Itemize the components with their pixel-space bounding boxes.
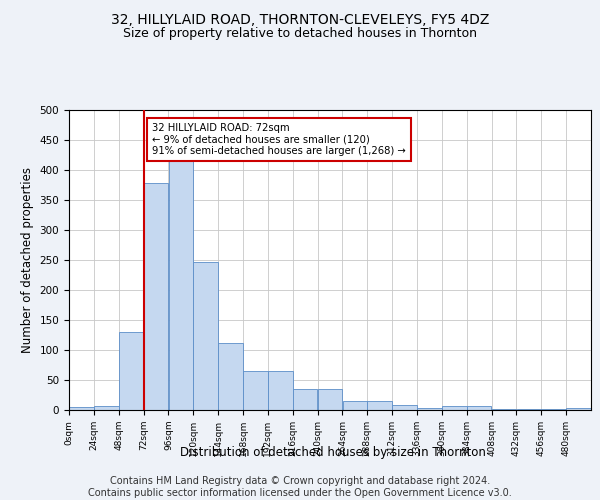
Bar — [293, 389, 317, 410]
Bar — [193, 262, 218, 410]
Bar — [343, 401, 367, 410]
Bar — [119, 332, 143, 410]
Bar — [392, 404, 417, 410]
Text: Contains HM Land Registry data © Crown copyright and database right 2024.: Contains HM Land Registry data © Crown c… — [110, 476, 490, 486]
Bar — [94, 406, 119, 410]
Bar — [268, 371, 293, 410]
Text: Size of property relative to detached houses in Thornton: Size of property relative to detached ho… — [123, 28, 477, 40]
Bar — [144, 183, 168, 410]
Bar — [69, 407, 94, 410]
Bar — [318, 389, 342, 410]
Bar — [566, 408, 591, 410]
Bar — [492, 409, 516, 410]
Bar — [169, 161, 193, 410]
Bar — [442, 406, 467, 410]
Text: Distribution of detached houses by size in Thornton: Distribution of detached houses by size … — [180, 446, 486, 459]
Y-axis label: Number of detached properties: Number of detached properties — [21, 167, 34, 353]
Text: 32, HILLYLAID ROAD, THORNTON-CLEVELEYS, FY5 4DZ: 32, HILLYLAID ROAD, THORNTON-CLEVELEYS, … — [111, 12, 489, 26]
Bar — [243, 371, 268, 410]
Text: 32 HILLYLAID ROAD: 72sqm
← 9% of detached houses are smaller (120)
91% of semi-d: 32 HILLYLAID ROAD: 72sqm ← 9% of detache… — [152, 123, 406, 156]
Bar — [467, 406, 491, 410]
Bar — [417, 408, 442, 410]
Bar — [218, 343, 243, 410]
Text: Contains public sector information licensed under the Open Government Licence v3: Contains public sector information licen… — [88, 488, 512, 498]
Bar — [367, 401, 392, 410]
